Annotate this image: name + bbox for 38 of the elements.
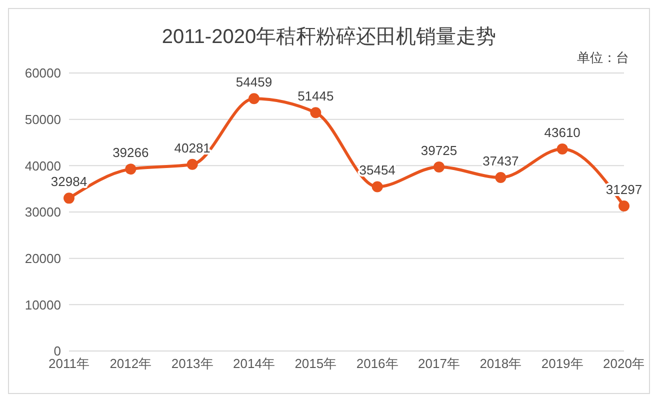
data-label: 51445 xyxy=(298,88,334,104)
x-tick-label: 2019年 xyxy=(541,356,584,372)
x-tick-label: 2015年 xyxy=(294,356,337,372)
data-label: 40281 xyxy=(174,140,210,156)
point xyxy=(125,164,136,175)
data-label: 32984 xyxy=(50,174,88,190)
x-tick-label: 2016年 xyxy=(356,356,398,372)
point xyxy=(495,172,506,184)
point xyxy=(434,161,444,172)
point xyxy=(64,192,74,204)
data-label: 37437 xyxy=(482,154,519,169)
x-tick-label: 2017年 xyxy=(418,356,460,372)
x-tick-label: 2012年 xyxy=(110,356,152,372)
data-label: 43610 xyxy=(544,124,580,140)
x-tick-label: 2018年 xyxy=(480,356,522,372)
point xyxy=(372,181,383,192)
y-tick-label: 60000 xyxy=(24,66,61,81)
y-tick-label: 20000 xyxy=(24,250,61,266)
point xyxy=(248,93,260,104)
point xyxy=(556,143,568,154)
point xyxy=(186,158,198,170)
data-label: 39725 xyxy=(420,142,458,158)
data-label: 35454 xyxy=(359,162,396,178)
x-tick-label: 2020年 xyxy=(603,356,645,372)
x-tick-label: 2011年 xyxy=(48,356,90,372)
y-tick-label: 30000 xyxy=(24,204,61,220)
point xyxy=(310,107,322,118)
y-tick-label: 40000 xyxy=(24,158,61,174)
x-tick-label: 2013年 xyxy=(171,356,214,372)
y-tick-label: 10000 xyxy=(24,297,61,312)
data-label: 39266 xyxy=(112,145,149,160)
text: 单位：台 xyxy=(577,49,629,67)
y-tick-label: 50000 xyxy=(24,112,61,127)
data-label: 54459 xyxy=(236,74,272,90)
point xyxy=(618,200,630,212)
chart-title: 2011-2020年秸秆粉碎还田机销量走势 xyxy=(160,25,498,50)
x-tick-label: 2014年 xyxy=(233,356,275,372)
y-tick-label: 0 xyxy=(54,344,61,359)
